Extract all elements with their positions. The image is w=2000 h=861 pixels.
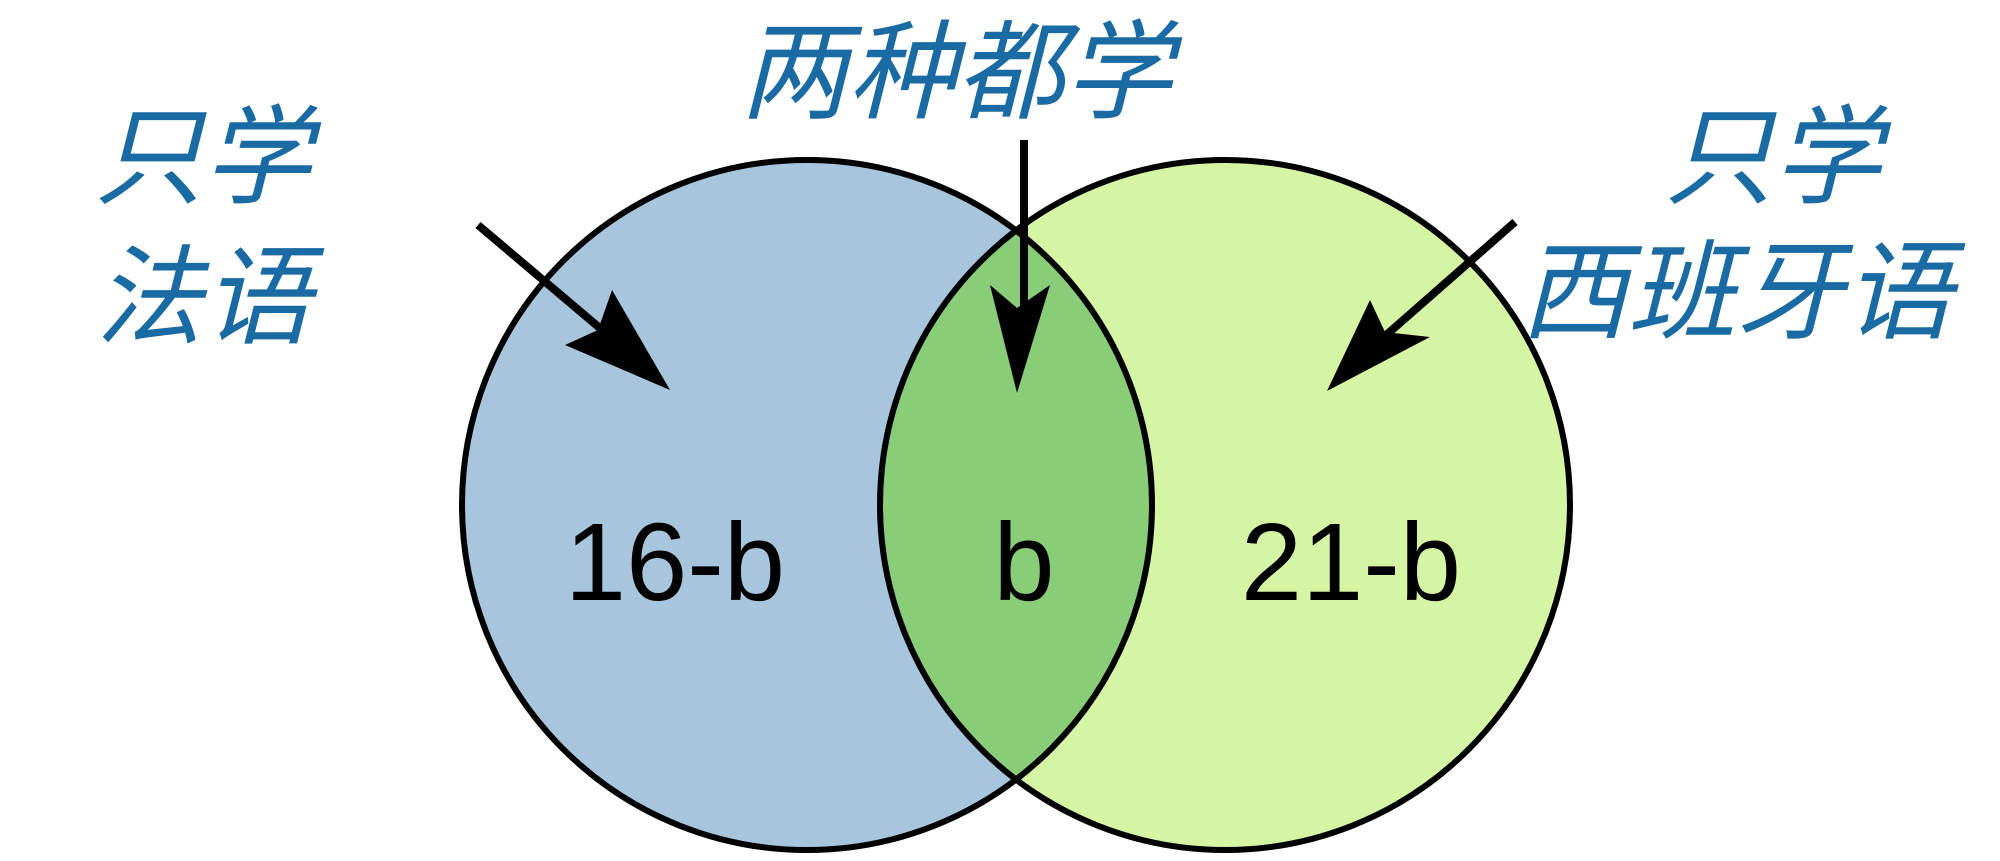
arrow-spanish (1327, 218, 1518, 391)
spanish-only-value: 21-b (1241, 501, 1461, 624)
arrow-french (475, 221, 670, 390)
arrow-both (990, 140, 1050, 393)
intersection-value: b (993, 501, 1054, 624)
french-only-label-line2: 法语 (95, 236, 325, 361)
french-circle-outline (459, 157, 1155, 853)
french-only-value: 16-b (565, 501, 785, 624)
spanish-only-label-line2: 西班牙语 (1520, 231, 1966, 356)
spanish-circle-outline (877, 157, 1573, 853)
french-only-label-line1: 只学 (95, 96, 322, 221)
spanish-only-label-line1: 只学 (1665, 96, 1892, 221)
intersection-region (880, 160, 1152, 850)
both-label: 两种都学 (740, 11, 1183, 136)
